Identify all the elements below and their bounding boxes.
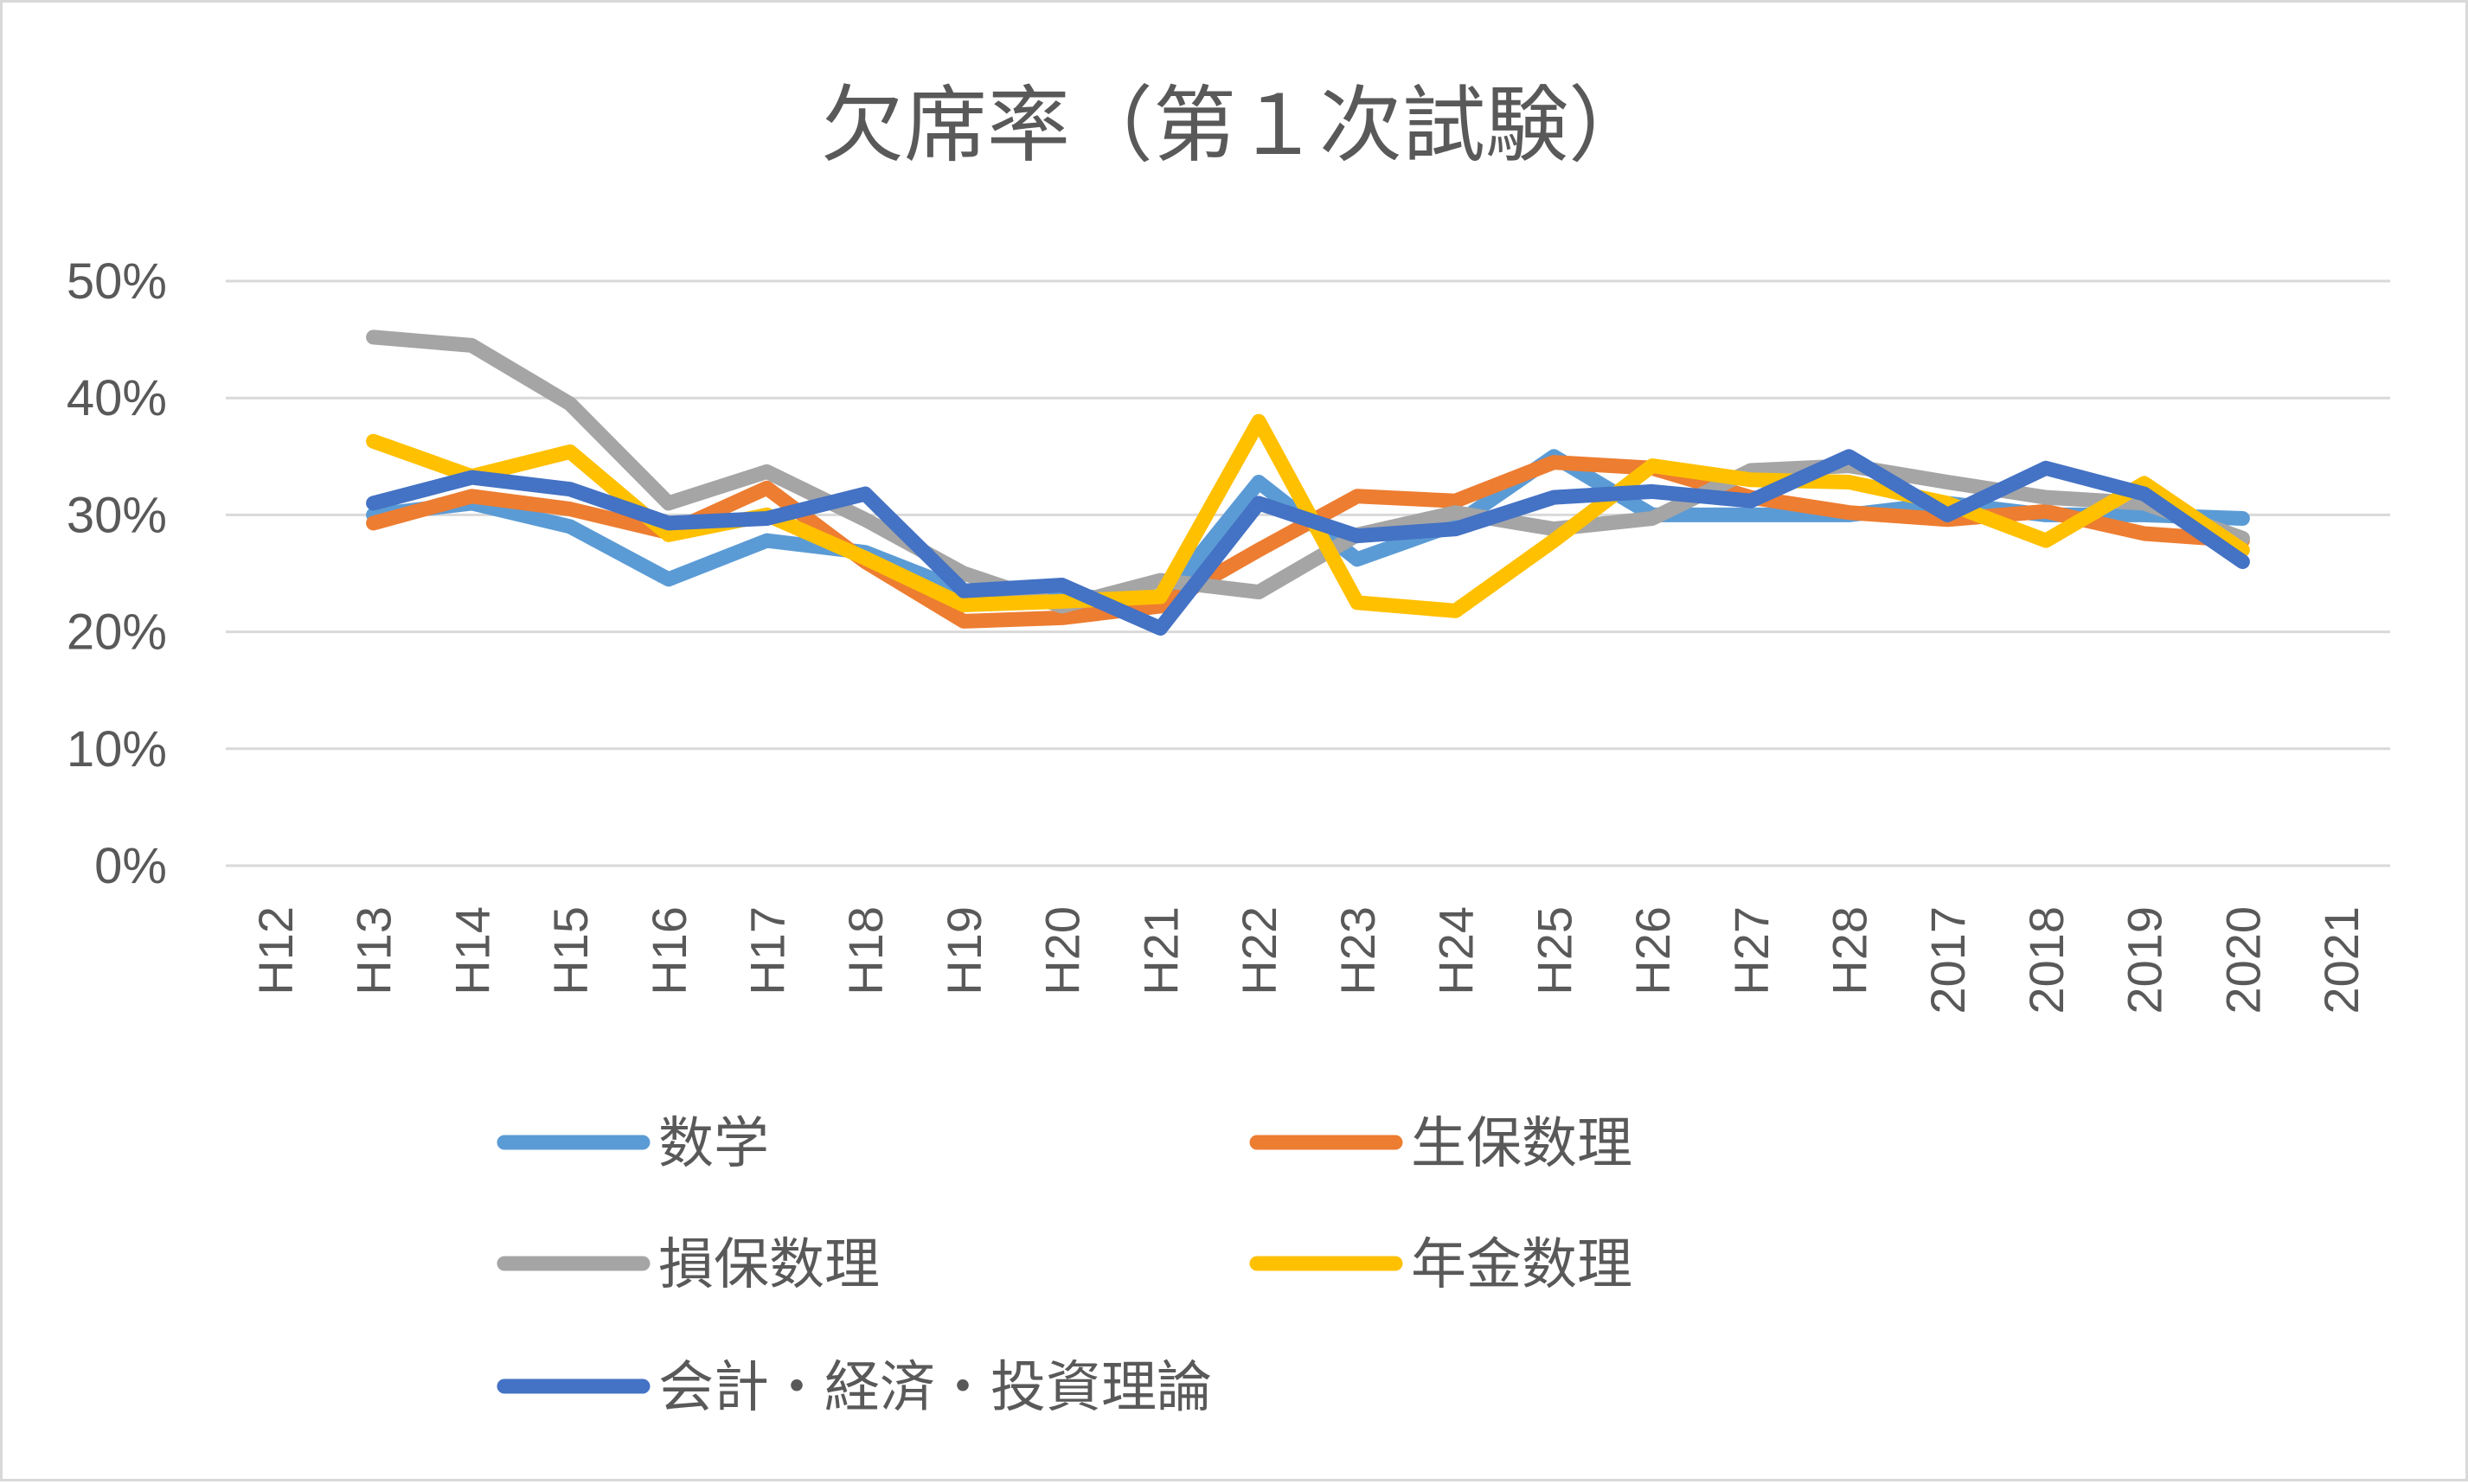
chart-title: 欠席率（第１次試験） <box>821 77 1651 174</box>
x-tick-label: 2019 <box>2118 906 2172 1014</box>
x-tick-label: 2021 <box>2314 906 2369 1014</box>
y-tick-label: 10% <box>67 721 167 777</box>
x-tick-label: 2017 <box>1920 906 1975 1014</box>
x-axis-ticks: H12 H13 H14 H15 H16 H17 H18 H19 H20 H21 H22 H23 H24 H… <box>248 906 2369 1014</box>
y-tick-label: 50% <box>67 253 167 310</box>
x-tick-label: H26 <box>1625 906 1680 995</box>
x-tick-label: H18 <box>838 906 893 995</box>
x-tick-label: H27 <box>1724 906 1779 995</box>
y-tick-label: 30% <box>67 487 167 543</box>
y-tick-label: 20% <box>67 604 167 661</box>
series-line-2 <box>366 329 2250 614</box>
x-tick-label: H17 <box>740 906 795 995</box>
x-tick-label: H15 <box>543 906 598 995</box>
x-tick-label: H12 <box>248 906 303 995</box>
x-tick-label: H19 <box>937 906 991 995</box>
line-chart: 欠席率（第１次試験） 0%10%20%30%40%50% H12 H13 H14 H1… <box>67 77 2390 1420</box>
legend-label-2: 損保数理 <box>658 1233 880 1297</box>
x-tick-label: H28 <box>1823 906 1877 995</box>
x-tick-label: H21 <box>1133 906 1188 995</box>
x-tick-label: H14 <box>445 906 499 995</box>
x-tick-label: H22 <box>1232 906 1286 995</box>
x-tick-label: H16 <box>642 906 696 995</box>
x-tick-label: H24 <box>1429 906 1484 995</box>
legend-label-0: 数学 <box>658 1112 769 1176</box>
legend-label-1: 生保数理 <box>1411 1112 1632 1176</box>
legend-label-4: 会計・経済・投資理論 <box>658 1356 1212 1420</box>
x-tick-label: H20 <box>1035 906 1090 995</box>
legend-label-3: 年金数理 <box>1411 1233 1632 1297</box>
y-tick-label: 0% <box>94 838 167 894</box>
series-line-4 <box>366 449 2250 636</box>
x-tick-label: H25 <box>1527 906 1581 995</box>
x-tick-label: H13 <box>347 906 401 995</box>
y-tick-label: 40% <box>67 370 167 426</box>
x-tick-label: H23 <box>1330 906 1385 995</box>
x-tick-label: 2018 <box>2019 906 2074 1014</box>
series-lines <box>366 329 2250 636</box>
x-tick-label: 2020 <box>2215 906 2270 1014</box>
gridlines <box>226 279 2390 867</box>
y-axis-ticks: 0% 10% 20% 30% 40% 50% <box>67 253 167 894</box>
